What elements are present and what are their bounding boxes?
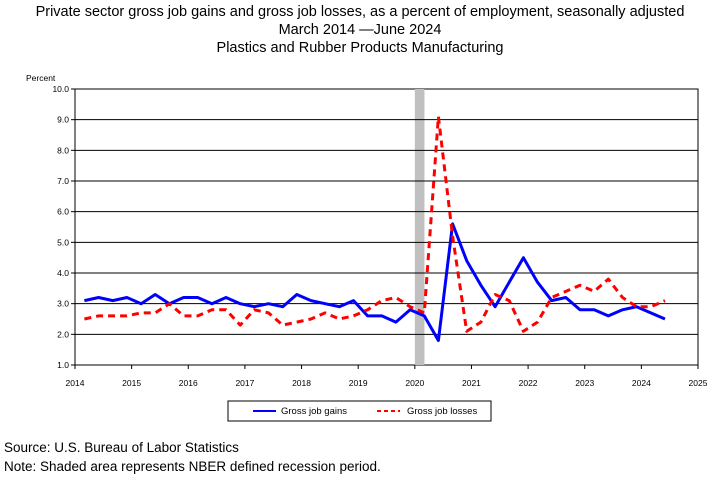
legend-label-1: Gross job gains	[281, 406, 347, 417]
chart-title: Private sector gross job gains and gross…	[36, 4, 685, 56]
x-tick-label: 2025	[689, 378, 708, 388]
x-tick-label: 2024	[632, 378, 651, 388]
y-tick-label: 5.0	[57, 237, 69, 247]
x-tick-label: 2016	[179, 378, 198, 388]
x-tick-label: 2015	[122, 378, 141, 388]
y-tick-label: 4.0	[57, 268, 69, 278]
x-tick-label: 2014	[66, 378, 85, 388]
y-axis: 1.0 2.0 3.0 4.0 5.0 6.0 7.0 8.0 9.0 10.0	[52, 84, 75, 370]
legend-box	[227, 400, 492, 422]
title-line-1: Private sector gross job gains and gross…	[36, 4, 685, 20]
x-tick-label: 2020	[405, 378, 424, 388]
y-tick-label: 9.0	[57, 115, 69, 125]
y-tick-label: 8.0	[57, 145, 69, 155]
series-line-gross-job-losses	[84, 115, 666, 333]
legend: Gross job gains Gross job losses	[227, 400, 492, 422]
x-tick-label: 2017	[235, 378, 254, 388]
y-tick-label: 7.0	[57, 176, 69, 186]
x-tick-label: 2019	[349, 378, 368, 388]
title-line-3: Plastics and Rubber Products Manufacturi…	[217, 40, 504, 56]
plot-frame	[74, 88, 699, 366]
legend-label-2: Gross job losses	[407, 406, 477, 417]
gridlines	[75, 119, 698, 335]
recession-shade	[414, 89, 425, 365]
x-tick-label: 2023	[575, 378, 594, 388]
title-line-2: March 2014 —June 2024	[279, 22, 442, 38]
y-axis-unit-label: Percent	[26, 73, 56, 83]
series-line-gross-job-gains	[84, 222, 666, 342]
source-note: Source: U.S. Bureau of Labor Statistics	[4, 440, 239, 455]
x-tick-label: 2021	[462, 378, 481, 388]
y-tick-label: 3.0	[57, 299, 69, 309]
x-tick-label: 2022	[519, 378, 538, 388]
y-tick-label: 6.0	[57, 207, 69, 217]
y-tick-label: 1.0	[57, 360, 69, 370]
y-tick-label: 10.0	[52, 84, 69, 94]
recession-note: Note: Shaded area represents NBER define…	[4, 459, 381, 474]
x-axis: 2014 2015 2016 2017 2018 2019 2020 2021 2022 2023…	[66, 365, 708, 388]
x-tick-label: 2018	[292, 378, 311, 388]
recession-band	[414, 89, 425, 365]
y-tick-label: 2.0	[57, 329, 69, 339]
series-lines	[84, 115, 666, 342]
